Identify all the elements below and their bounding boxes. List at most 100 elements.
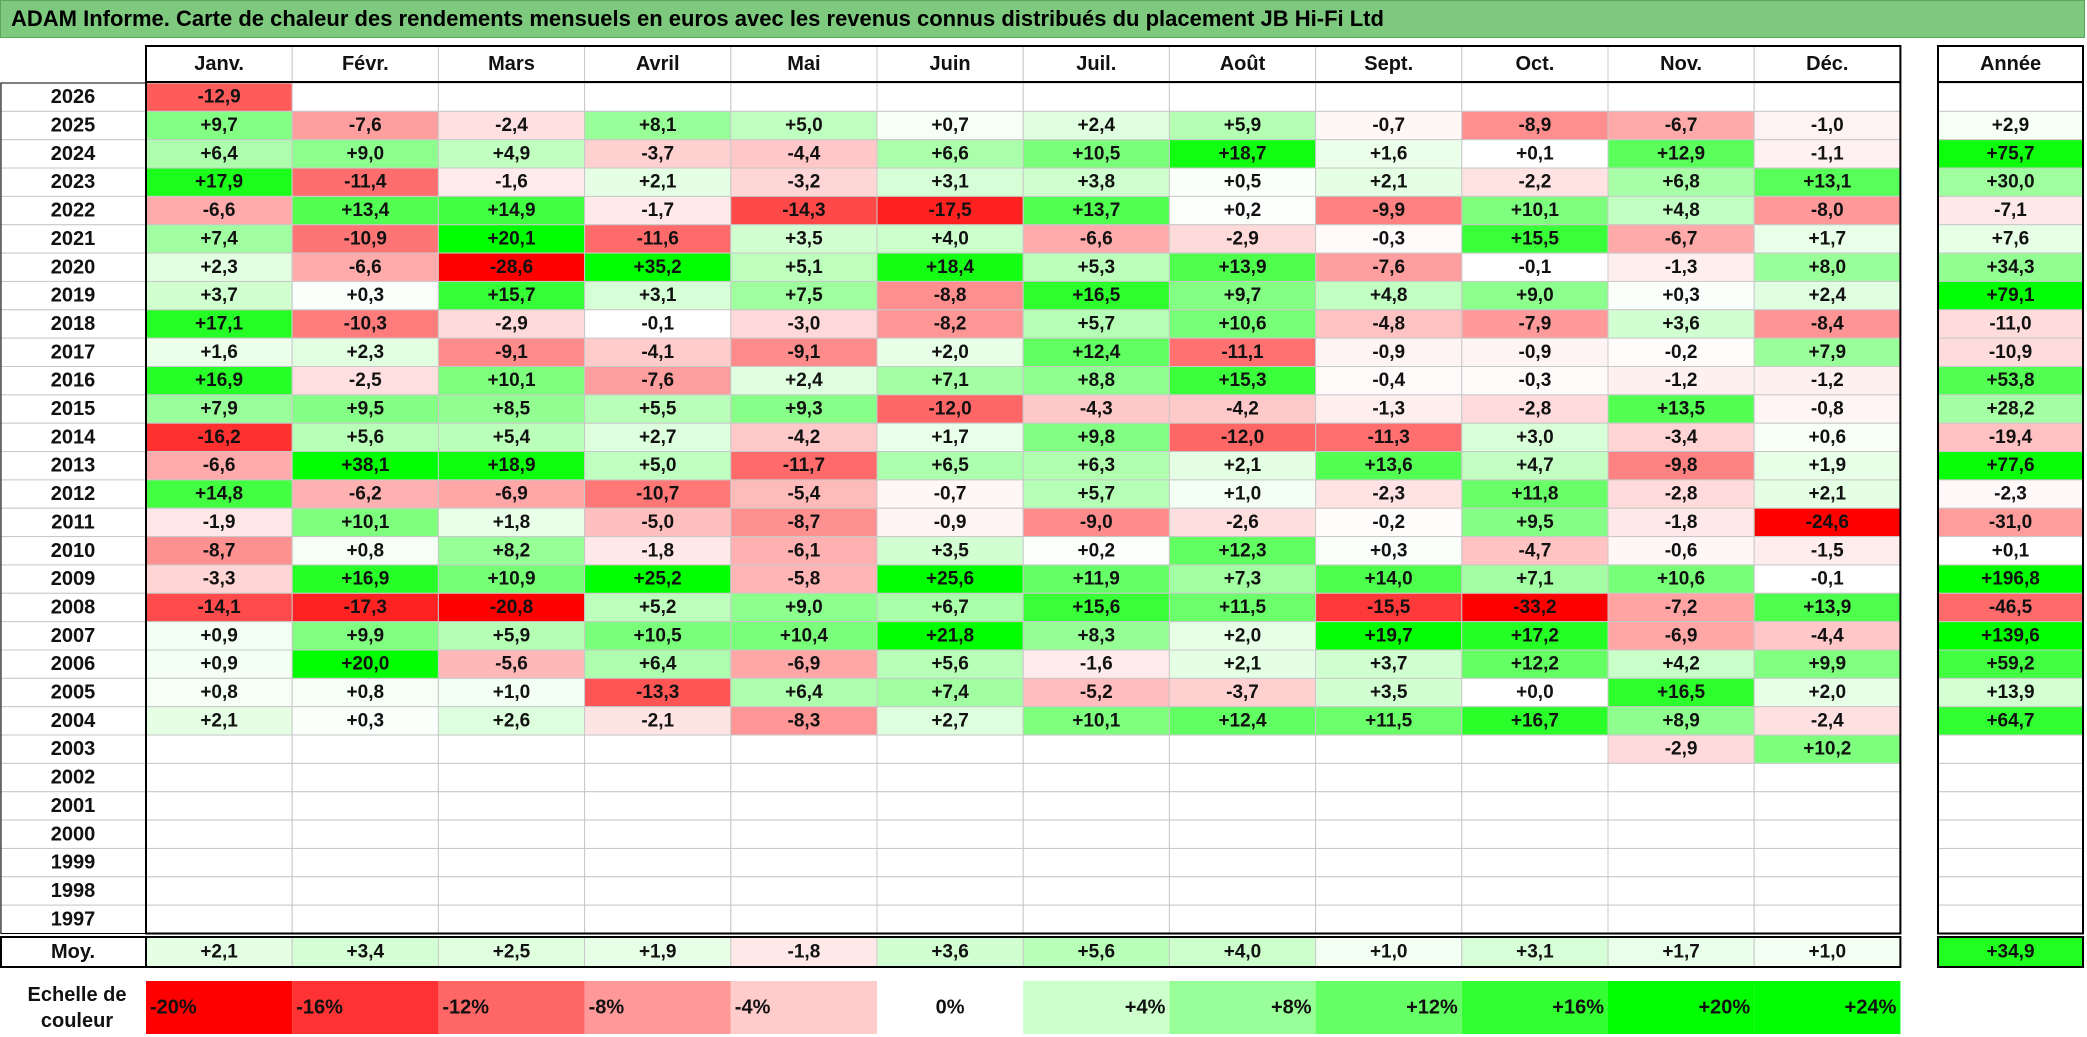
heat-cell-2019-6 (1022, 280, 1170, 311)
column-header-9: Oct. (1515, 53, 1554, 75)
heat-value-2024-6: +10,5 (1072, 143, 1121, 164)
annual-value-2005: +13,9 (1986, 682, 2034, 703)
heat-value-2007-8: +19,7 (1365, 625, 1413, 646)
heat-cell-2000-9 (1461, 819, 1609, 849)
heat-value-2020-11: +8,0 (1809, 257, 1847, 278)
annual-value-2015: +28,2 (1986, 399, 2034, 420)
heat-cell-2012-8 (1315, 479, 1463, 509)
heat-cell-2002-4 (730, 762, 878, 793)
heat-value-2014-8: -11,3 (1368, 427, 1410, 448)
heat-cell-2019-0 (145, 280, 293, 311)
heat-cell-1998-8 (1315, 876, 1463, 906)
year-label-2023: 2023 (51, 171, 96, 193)
heat-cell-2000-3 (584, 819, 732, 849)
heat-cell-2026-9 (1461, 82, 1609, 112)
heat-cell-2001-8 (1315, 791, 1463, 821)
heat-cell-2016-1 (291, 366, 439, 396)
heat-value-2011-10: -1,8 (1665, 512, 1698, 533)
heat-cell-1999-0 (145, 847, 293, 878)
average-value-7: +4,0 (1224, 942, 1262, 963)
annual-value-2019: +79,1 (1986, 285, 2035, 306)
heat-value-2018-10: +3,6 (1662, 313, 1700, 334)
heat-value-2022-11: -8,0 (1811, 200, 1844, 221)
heat-cell-2018-2 (437, 309, 586, 339)
heat-cell-2012-5 (876, 479, 1024, 509)
heat-value-2007-10: -6,9 (1665, 625, 1698, 646)
heat-value-2013-7: +2,1 (1224, 455, 1262, 476)
year-cell (0, 422, 147, 453)
heat-cell-2002-10 (1607, 762, 1755, 793)
heat-value-2007-3: +10,5 (634, 625, 683, 646)
heat-value-2018-11: -8,4 (1811, 313, 1844, 334)
heat-cell-2002-8 (1315, 762, 1463, 793)
heat-cell-2017-4 (730, 337, 878, 367)
heat-cell-1997-8 (1315, 904, 1463, 935)
heat-cell-2005-6 (1022, 677, 1170, 708)
column-header-3: Avril (636, 53, 680, 75)
average-value-8: +1,0 (1370, 942, 1408, 963)
heat-value-2016-3: -7,6 (641, 370, 674, 391)
heat-value-2015-7: -4,2 (1226, 399, 1259, 420)
heat-value-2024-10: +12,9 (1657, 143, 1705, 164)
heat-cell-2018-8 (1315, 309, 1463, 339)
heat-cell-1999-8 (1315, 847, 1463, 878)
average-value-0: +2,1 (200, 942, 238, 963)
annual-cell-2003 (1937, 734, 2084, 764)
average-cell-8 (1315, 936, 1463, 968)
heat-cell-2010-7 (1168, 536, 1317, 566)
average-border (145, 936, 1902, 968)
column-header-7: Août (1220, 53, 1266, 75)
heat-cell-2025-0 (145, 110, 293, 141)
heat-value-2012-11: +2,1 (1809, 484, 1847, 505)
heat-cell-1997-2 (437, 904, 586, 935)
heat-value-2022-7: +0,2 (1224, 200, 1262, 221)
heat-value-2015-2: +8,5 (493, 399, 531, 420)
heat-value-2015-3: +5,5 (639, 399, 677, 420)
heat-cell-1997-10 (1607, 904, 1755, 935)
heat-value-2004-4: -8,3 (788, 710, 821, 731)
heat-value-2005-4: +6,4 (785, 682, 823, 703)
heat-value-2020-2: -28,6 (490, 257, 533, 278)
heat-cell-2005-1 (291, 677, 439, 708)
heat-cell-2026-7 (1168, 82, 1317, 112)
heat-value-2008-3: +5,2 (639, 597, 677, 618)
heat-cell-2026-1 (291, 82, 439, 112)
heat-value-2012-8: -2,3 (1372, 484, 1405, 505)
heat-cell-2019-5 (876, 280, 1024, 311)
heat-cell-2025-7 (1168, 110, 1317, 141)
column-header-8: Sept. (1364, 53, 1413, 75)
heat-cell-2010-9 (1461, 536, 1609, 566)
heat-cell-2025-3 (584, 110, 732, 141)
heat-cell-2026-11 (1753, 82, 1901, 112)
heat-value-2011-11: -24,6 (1806, 512, 1849, 533)
annual-cell-2024 (1937, 139, 2084, 169)
heat-value-2014-9: +3,0 (1516, 427, 1554, 448)
heat-cell-1998-0 (145, 876, 293, 906)
heat-value-2017-5: +2,0 (931, 342, 969, 363)
column-header-cell (291, 45, 439, 83)
heat-value-2020-6: +5,3 (1078, 257, 1116, 278)
heat-cell-2022-1 (291, 195, 439, 226)
scale-swatch-0 (146, 981, 293, 1034)
heat-value-2004-5: +2,7 (931, 710, 969, 731)
heat-cell-2014-11 (1753, 422, 1901, 453)
heat-cell-2009-8 (1315, 564, 1463, 594)
heat-cell-2022-6 (1022, 195, 1170, 226)
average-value-1: +3,4 (347, 942, 385, 963)
heat-cell-2001-3 (584, 791, 732, 821)
heat-value-2019-2: +15,7 (487, 285, 535, 306)
year-label-2005: 2005 (51, 682, 96, 704)
heat-value-2003-11: +10,2 (1803, 739, 1851, 760)
heat-cell-2004-8 (1315, 706, 1463, 736)
heat-cell-1998-1 (291, 876, 439, 906)
heat-value-2007-2: +5,9 (493, 625, 531, 646)
heat-cell-1998-4 (730, 876, 878, 906)
heat-value-2023-0: +17,9 (195, 172, 243, 193)
heat-value-2008-0: -14,1 (197, 597, 241, 618)
heat-value-2014-4: -4,2 (788, 427, 821, 448)
heat-cell-2020-1 (291, 252, 439, 282)
heat-cell-2026-5 (876, 82, 1024, 112)
heat-value-2020-3: +35,2 (634, 257, 682, 278)
annual-value-2025: +2,9 (1992, 115, 2030, 136)
scale-label-11: +24% (1845, 997, 1897, 1019)
